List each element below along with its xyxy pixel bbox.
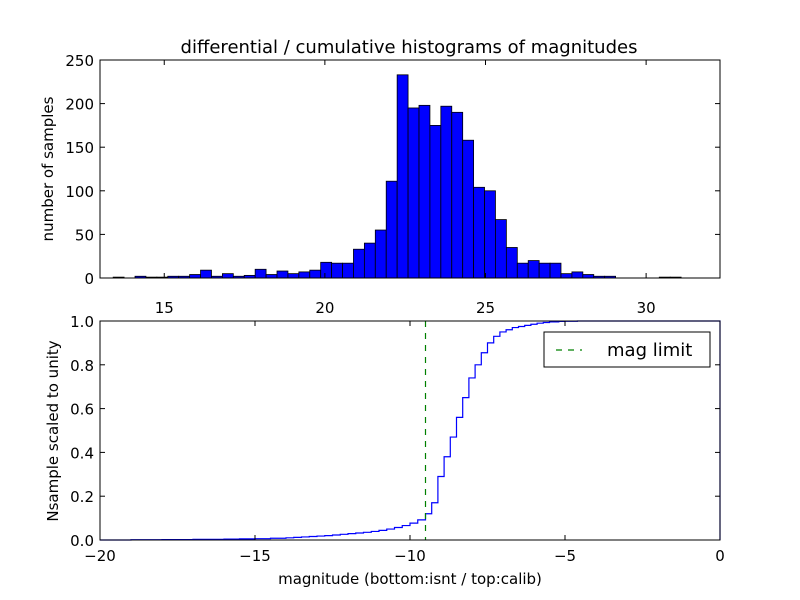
y-tick-label: 150 <box>65 139 94 157</box>
y-tick-label: 1.0 <box>70 313 94 331</box>
histogram-bar <box>200 269 212 279</box>
histogram-bar <box>440 105 453 279</box>
histogram-bar <box>418 104 431 279</box>
histogram-bar <box>527 260 540 279</box>
cumulative-x-ticks: −20 −15 −10 −5 0 <box>84 321 725 565</box>
histogram-bars <box>112 74 682 279</box>
cumulative-y-axis-label: Nsample scaled to unity <box>44 340 62 521</box>
y-tick-label: 0 <box>84 270 94 288</box>
histogram-bar <box>582 274 595 279</box>
histogram-bar <box>309 269 322 279</box>
y-tick-label: 0.8 <box>70 357 94 375</box>
histogram-bar <box>538 262 551 279</box>
x-tick-label: 20 <box>315 299 334 317</box>
y-tick-label: 250 <box>65 52 94 70</box>
histogram-x-ticks: 15 20 25 30 <box>155 60 656 317</box>
histogram-bar <box>571 271 584 279</box>
x-tick-label: 30 <box>637 299 656 317</box>
histogram-bar <box>342 262 354 279</box>
cumulative-lines <box>100 320 721 541</box>
legend-label-mag-limit: mag limit <box>607 340 692 361</box>
histogram-bar <box>287 273 300 279</box>
cumulative-x-axis-label: magnitude (bottom:isnt / top:calib) <box>278 570 542 588</box>
histogram-bar <box>189 274 201 279</box>
histogram-panel: 0 50 100 150 200 250 15 20 25 30 number of sampl… <box>39 52 721 317</box>
histogram-y-axis-label: number of samples <box>39 96 57 241</box>
y-tick-label: 100 <box>65 183 94 201</box>
histogram-bar <box>374 229 387 279</box>
histogram-bar <box>451 111 464 279</box>
cumulative-y-ticks: 0.0 0.2 0.4 0.6 0.8 1.0 <box>70 313 720 550</box>
histogram-bar <box>320 261 333 279</box>
histogram-frame <box>99 59 721 279</box>
histogram-bar <box>298 271 311 279</box>
figure-title: differential / cumulative histograms of … <box>181 37 638 58</box>
histogram-bar <box>549 262 562 279</box>
x-tick-label: 0 <box>715 547 725 565</box>
histogram-bar <box>353 248 365 279</box>
histogram-bar <box>276 270 289 279</box>
histogram-bar <box>254 268 267 279</box>
histogram-bar <box>484 190 496 279</box>
histogram-bar <box>516 262 529 279</box>
histogram-bar <box>363 242 376 279</box>
cumulative-step-line <box>100 320 721 541</box>
histogram-bar <box>462 139 475 279</box>
y-tick-label: 0.2 <box>70 488 94 506</box>
histogram-y-ticks: 0 50 100 150 200 250 <box>65 52 720 288</box>
histogram-bar <box>473 186 485 279</box>
histogram-bar <box>505 247 518 279</box>
histogram-bar <box>495 219 507 279</box>
y-tick-label: 0.4 <box>70 444 94 462</box>
x-tick-label: 25 <box>476 299 495 317</box>
histogram-bar <box>331 262 343 279</box>
y-tick-label: 0.0 <box>70 532 94 550</box>
y-tick-label: 0.6 <box>70 401 94 419</box>
histogram-bar <box>407 107 420 279</box>
x-tick-label: −15 <box>239 547 271 565</box>
y-tick-label: 50 <box>75 226 94 244</box>
histogram-bar <box>385 180 398 279</box>
x-tick-label: −20 <box>84 547 116 565</box>
cumulative-panel: 0.0 0.2 0.4 0.6 0.8 1.0 −20 −15 −10 −5 0 magnitud… <box>44 313 725 588</box>
y-tick-label: 200 <box>65 96 94 114</box>
histogram-bar <box>560 273 573 279</box>
x-tick-label: −10 <box>394 547 426 565</box>
histogram-bar <box>396 74 409 279</box>
x-tick-label: 15 <box>155 299 174 317</box>
histogram-bar <box>429 125 442 279</box>
legend: mag limit <box>543 331 711 368</box>
histogram-bar <box>221 273 234 279</box>
histogram-bar <box>265 274 278 279</box>
x-tick-label: −5 <box>554 547 576 565</box>
